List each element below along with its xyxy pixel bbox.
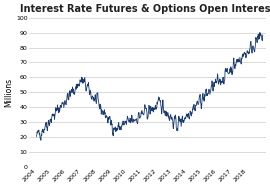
Y-axis label: Millions: Millions <box>4 78 13 107</box>
Title: Interest Rate Futures & Options Open Interest: Interest Rate Futures & Options Open Int… <box>20 4 270 14</box>
